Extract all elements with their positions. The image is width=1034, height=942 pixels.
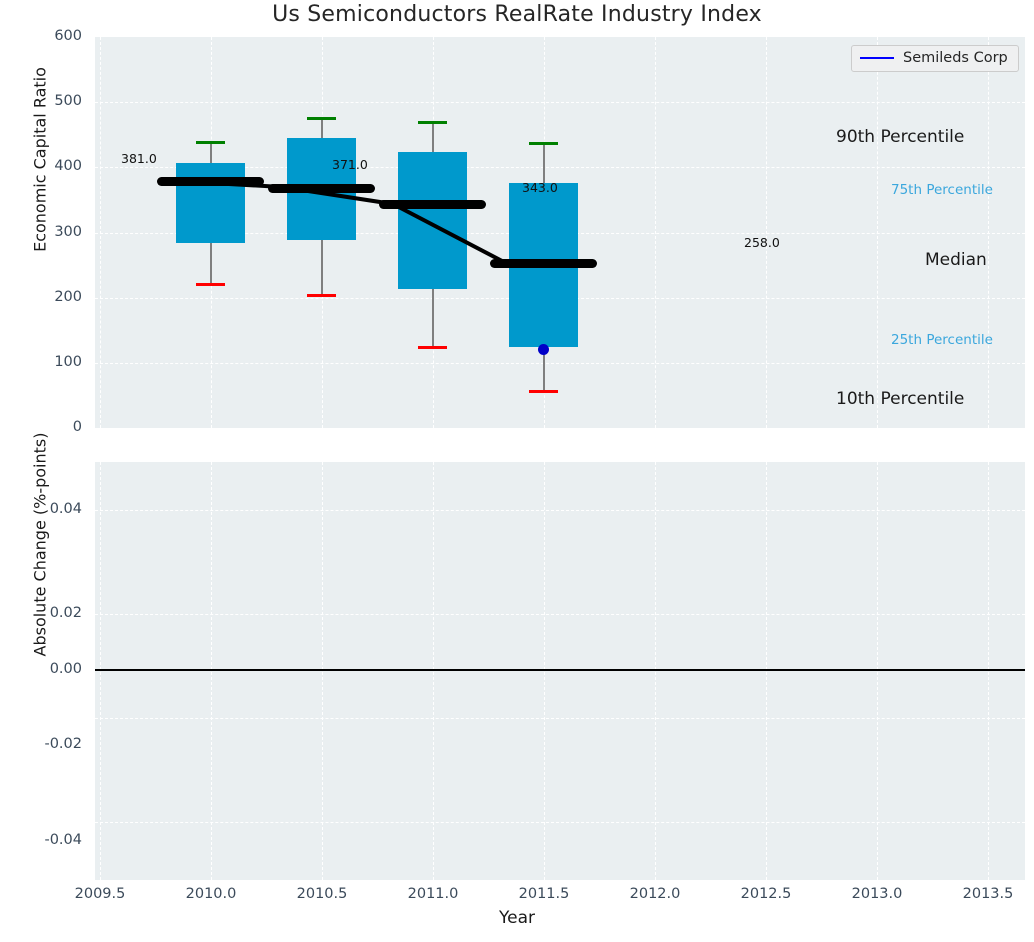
- semileds-datapoint-2013: [538, 343, 549, 355]
- cap-p10-2010: [196, 283, 225, 287]
- annotation-90th-percentile: 90th Percentile: [836, 127, 965, 147]
- gridline-v: [877, 462, 878, 880]
- gridline-h: [95, 427, 1025, 429]
- cap-p10-2011: [307, 294, 336, 298]
- gridline-h: [95, 362, 1025, 364]
- xtick: 2013.5: [962, 886, 1014, 902]
- gridline-v: [544, 462, 545, 880]
- ytick-top: 100: [54, 354, 82, 370]
- median-value-label-2012: 343.0: [522, 180, 558, 195]
- cap-p90-2010: [196, 141, 225, 145]
- ytick-bottom: -0.04: [44, 832, 82, 848]
- xtick: 2010.0: [185, 886, 237, 902]
- cap-p90-2012: [418, 121, 447, 125]
- median-bar-2012: [379, 200, 486, 210]
- xtick: 2012.5: [740, 886, 792, 902]
- cap-p10-2012: [418, 346, 447, 350]
- gridline-h: [95, 102, 1025, 104]
- ytick-top: 300: [54, 224, 82, 240]
- top-plot-panel: [95, 37, 1025, 429]
- gridline-v: [766, 462, 767, 880]
- xtick: 2011.5: [518, 886, 570, 902]
- xtick: 2013.0: [851, 886, 903, 902]
- gridline-v: [988, 37, 989, 428]
- xtick: 2010.5: [296, 886, 348, 902]
- gridline-v: [211, 462, 212, 880]
- ytick-top: 600: [54, 28, 82, 44]
- zero-baseline: [95, 669, 1025, 671]
- ytick-bottom: 0.04: [49, 501, 82, 517]
- box-2010: [176, 163, 245, 243]
- xtick: 2009.5: [74, 886, 126, 902]
- ytick-bottom: 0.00: [49, 661, 82, 677]
- gridline-h: [95, 717, 1025, 719]
- gridline-h: [95, 613, 1025, 615]
- ytick-top: 200: [54, 289, 82, 305]
- legend[interactable]: Semileds Corp: [851, 45, 1019, 72]
- legend-line-icon: [860, 57, 894, 59]
- annotation-10th-percentile: 10th Percentile: [836, 389, 965, 409]
- median-bar-2010: [157, 177, 264, 186]
- median-value-label-2011: 371.0: [332, 157, 368, 172]
- bottom-plot-panel: [95, 462, 1025, 880]
- legend-label-semileds-corp: Semileds Corp: [903, 50, 1008, 66]
- gridline-h: [95, 509, 1025, 511]
- cap-p90-2013: [529, 142, 558, 146]
- ytick-bottom: 0.02: [49, 605, 82, 621]
- median-bar-2013: [490, 259, 597, 268]
- xtick: 2012.0: [629, 886, 681, 902]
- gridline-v: [100, 462, 101, 880]
- median-value-label-2010: 381.0: [121, 151, 157, 166]
- ytick-top: 0: [72, 419, 82, 435]
- x-axis-label: Year: [499, 908, 535, 928]
- median-value-label-2013: 258.0: [744, 235, 780, 250]
- ytick-bottom: -0.02: [44, 736, 82, 752]
- gridline-v: [655, 462, 656, 880]
- gridline-h: [95, 821, 1025, 823]
- gridline-h: [95, 167, 1025, 169]
- gridline-v: [100, 37, 101, 428]
- ytick-top: 500: [54, 93, 82, 109]
- xtick: 2011.0: [407, 886, 459, 902]
- median-bar-2011: [268, 183, 375, 193]
- cap-p90-2011: [307, 117, 336, 121]
- gridline-v: [877, 37, 878, 428]
- y-axis-label-top: Economic Capital Ratio: [30, 67, 50, 252]
- annotation-median: Median: [925, 250, 987, 270]
- gridline-v: [655, 37, 656, 428]
- gridline-v: [766, 37, 767, 428]
- annotation-25th-percentile: 25th Percentile: [891, 332, 993, 348]
- gridline-v: [322, 462, 323, 880]
- annotation-75th-percentile: 75th Percentile: [891, 182, 993, 198]
- cap-p10-2013: [529, 390, 558, 394]
- page-title: Us Semiconductors RealRate Industry Inde…: [272, 2, 762, 27]
- gridline-v: [988, 462, 989, 880]
- gridline-v: [433, 462, 434, 880]
- y-axis-label-bottom: Absolute Change (%-points): [30, 432, 50, 657]
- box-2012: [398, 151, 467, 289]
- ytick-top: 400: [54, 158, 82, 174]
